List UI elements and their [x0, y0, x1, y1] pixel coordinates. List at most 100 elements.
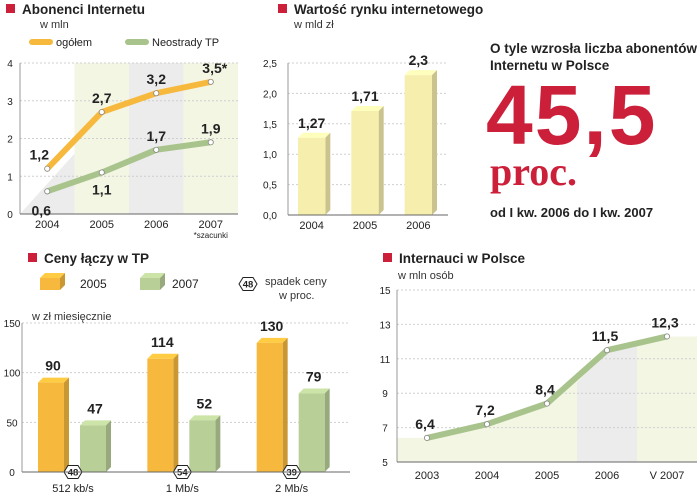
rynek-data-label: 1,27 [298, 115, 325, 131]
internauci-ytick: 15 [379, 286, 391, 297]
ceny-title-text: Ceny łączy w TP [44, 251, 150, 266]
rynek-ytick: 0,5 [263, 181, 277, 192]
rynek-ytick: 2,5 [263, 59, 277, 70]
abonenci-point [44, 188, 51, 195]
ceny-data-label: 79 [306, 369, 322, 385]
ceny-ytick: 50 [6, 418, 18, 429]
ceny-bar-1 [298, 393, 325, 472]
rynek-xtick: 2004 [299, 220, 323, 232]
rynek-data-label: 2,3 [409, 52, 429, 68]
rynek-bar-side [378, 106, 384, 215]
ceny-bar-1 [80, 425, 106, 472]
internauci-unit: w mln osób [398, 270, 454, 282]
abonenci-line-1 [44, 139, 214, 195]
ceny-data-label: 114 [151, 334, 174, 350]
ceny-data-label: 90 [45, 358, 61, 374]
ceny-legend-swatch-0-side [60, 273, 65, 290]
ceny-bar-1 [189, 420, 216, 472]
abonenci-ytick: 4 [7, 59, 13, 70]
internauci-xtick: 2005 [535, 470, 559, 482]
rynek-bar-top [404, 70, 437, 76]
internauci-ytick: 11 [380, 355, 391, 366]
abonenci-title: Abonenci Internetu [6, 2, 145, 17]
abonenci-data-label: 3,2 [147, 71, 167, 87]
abonenci-point [98, 169, 105, 176]
rynek-bar [404, 75, 432, 215]
abonenci-point [44, 165, 51, 172]
ceny-drop-legend-2: w proc. [279, 290, 315, 302]
ceny-title: Ceny łączy w TP [28, 251, 149, 266]
abonenci-data-label: 0,6 [32, 202, 52, 218]
abonenci-title-text: Abonenci Internetu [22, 2, 146, 17]
abonenci-data-label: 2,7 [92, 90, 112, 106]
ceny-ytick: 100 [4, 369, 21, 380]
internauci-point [664, 333, 671, 340]
internauci-band [577, 343, 637, 462]
abonenci-data-label: 1,1 [92, 181, 112, 197]
ceny-bar-0-top [256, 337, 288, 343]
internauci-data-label: 11,5 [592, 328, 619, 344]
ceny-bar-0-side [173, 353, 179, 472]
rynek-bar-top [298, 132, 331, 138]
abonenci-data-label: 1,9 [201, 120, 221, 136]
ceny-xtick: 1 Mb/s [166, 483, 200, 495]
ceny-ytick: 150 [4, 319, 21, 330]
abonenci-ytick: 1 [7, 172, 13, 183]
internauci-xtick: 2003 [415, 470, 439, 482]
abonenci-xtick: 2006 [144, 219, 168, 231]
rynek-ytick: 0,0 [263, 211, 277, 222]
rynek-title-text: Wartość rynku internetowego [294, 2, 484, 17]
abonenci-legend-label: ogółem [56, 37, 92, 49]
ceny-bar-1-top [189, 415, 221, 421]
abonenci-data-label: 1,2 [30, 147, 50, 163]
abonenci-data-label: 3,5* [202, 60, 227, 76]
abonenci-xtick: 2005 [90, 219, 114, 231]
ceny-data-label: 130 [260, 318, 284, 334]
abonenci-point [153, 90, 160, 97]
growth-heading: O tyle wzrosła liczba abonentów Internet… [490, 41, 698, 73]
bullet-square-icon [28, 253, 37, 262]
abonenci-data-label: 1,7 [147, 128, 167, 144]
ceny-legend-swatch-0-top [40, 273, 65, 278]
rynek-ytick: 1,0 [263, 150, 277, 161]
internauci-data-label: 6,4 [415, 416, 435, 432]
ceny-bar-1-side [324, 388, 330, 472]
rynek-data-label: 1,71 [351, 88, 378, 104]
abonenci-ytick: 0 [7, 210, 13, 221]
rynek-unit: w mld zł [294, 19, 334, 31]
abonenci-point [153, 146, 160, 153]
internauci-data-label: 8,4 [535, 382, 555, 398]
ceny-legend-badge-label: 48 [243, 280, 254, 291]
internauci-title: Internauci w Polsce [383, 251, 525, 266]
bullet-square-icon [383, 253, 392, 262]
ceny-data-label: 47 [87, 400, 103, 416]
abonenci-unit: w mln [40, 19, 69, 31]
ceny-bar-0-top [147, 353, 179, 359]
internauci-point [604, 347, 611, 354]
abonenci-footnote: *szacunki [194, 231, 228, 240]
ceny-legend-swatch-1-side [160, 273, 165, 290]
rynek-title: Wartość rynku internetowego [278, 2, 483, 17]
internauci-xtick: 2006 [595, 470, 619, 482]
internauci-ytick: 7 [382, 424, 388, 435]
ceny-data-label: 52 [197, 395, 213, 411]
abonenci-ytick: 3 [7, 97, 13, 108]
abonenci-ytick: 2 [7, 135, 13, 146]
growth-value: 45,5 [486, 68, 658, 162]
ceny-bar-0 [38, 382, 64, 472]
ceny-legend-swatch-1 [140, 278, 160, 290]
rynek-bar-side [325, 132, 331, 215]
ceny-legend-swatch-0 [40, 278, 60, 290]
rynek-ytick: 1,5 [263, 120, 277, 131]
ceny-bar-1-side [215, 415, 221, 472]
rynek-xtick: 2006 [406, 220, 430, 232]
ceny-bar-0-side [64, 377, 69, 472]
rynek-bar [298, 137, 326, 215]
internauci-ytick: 9 [382, 389, 388, 400]
abonenci-legend-label: Neostrady TP [152, 37, 219, 49]
internauci-data-label: 12,3 [651, 314, 678, 330]
rynek-bar-side [432, 70, 437, 215]
